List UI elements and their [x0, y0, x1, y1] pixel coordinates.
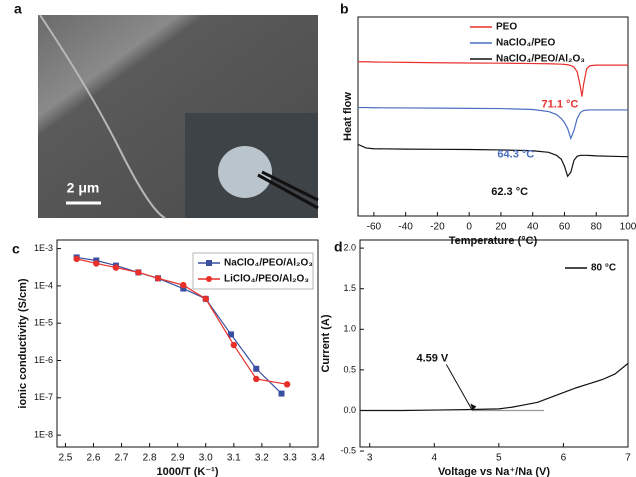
y-axis-title: Current (A) — [320, 314, 332, 372]
annotation-arrow — [445, 364, 473, 411]
series-line — [76, 258, 288, 385]
x-axis-title: Temperature (°C) — [449, 235, 538, 247]
x-tick-label: 3.3 — [283, 453, 297, 464]
x-tick-label: 80 — [591, 222, 603, 233]
legend-marker — [206, 276, 212, 282]
y-tick-label: 1E-6 — [34, 355, 53, 365]
point — [180, 281, 187, 289]
annotation: 62.3 °C — [491, 186, 528, 198]
legend-label: NaClO₄/PEO — [496, 38, 555, 49]
x-tick-label: 60 — [559, 222, 571, 233]
x-tick-label: 2.7 — [115, 453, 129, 464]
arrow-head — [470, 403, 477, 411]
point — [230, 341, 238, 349]
x-tick-label: 2.8 — [143, 453, 157, 464]
series-line — [76, 256, 282, 394]
x-tick-label: 2.9 — [171, 453, 185, 464]
legend-label: PEO — [496, 22, 517, 33]
y-tick-label: -0.5 — [340, 445, 356, 455]
legend-box — [192, 252, 314, 290]
plot-frame — [56, 239, 319, 448]
x-tick-label: -60 — [367, 222, 382, 233]
x-tick-label: 3.4 — [311, 453, 325, 464]
x-tick-label: 3.2 — [255, 453, 269, 464]
point — [180, 285, 187, 292]
tweezers — [257, 170, 319, 210]
x-tick-label: 100 — [620, 222, 636, 233]
y-tick-label: 1E-7 — [34, 392, 53, 402]
panel-label: c — [12, 241, 20, 257]
series-line — [360, 362, 629, 412]
point — [253, 365, 260, 372]
plot-frame — [359, 239, 629, 448]
x-tick-label: 4 — [431, 453, 437, 464]
panel-label: d — [334, 239, 343, 255]
x-tick-label: 0 — [466, 222, 472, 233]
x-tick-label: 3.1 — [227, 453, 241, 464]
x-tick-label: 5 — [496, 453, 502, 464]
y-tick-label: 1E-3 — [34, 243, 53, 253]
point — [228, 331, 234, 338]
y-tick-label: 1E-5 — [34, 318, 53, 328]
annotation: 71.1 °C — [542, 99, 579, 111]
x-tick-label: 2.5 — [58, 453, 72, 464]
x-tick-label: -40 — [398, 222, 413, 233]
y-tick-label: 0.0 — [343, 405, 356, 415]
y-tick-label: 1.5 — [343, 283, 356, 293]
plot-frame — [357, 16, 629, 217]
point — [135, 269, 142, 276]
y-tick-label: 1E-8 — [34, 429, 53, 439]
x-axis-title: Voltage vs Na⁺/Na (V) — [438, 466, 550, 477]
x-tick-label: 2.6 — [87, 453, 101, 464]
legend-label: NaClO₄/PEO/Al₂O₃ — [496, 54, 585, 65]
point — [154, 275, 162, 282]
scale-bar-label: 2 μm — [67, 180, 100, 196]
series-line — [358, 61, 628, 97]
panel-label: b — [340, 1, 349, 17]
point — [253, 375, 260, 383]
point — [93, 260, 100, 267]
y-tick-label: 2.0 — [343, 242, 356, 252]
y-tick-label: 1E-4 — [34, 280, 53, 290]
annotation: 4.59 V — [416, 352, 448, 364]
x-tick-label: 7 — [625, 453, 631, 464]
point — [112, 264, 120, 271]
y-tick-label: 1.0 — [343, 324, 356, 334]
legend-label: NaClO₄/PEO/Al₂O₃ — [224, 258, 313, 269]
y-axis-title: Heat flow — [342, 92, 354, 141]
point — [283, 381, 291, 388]
series-line — [357, 143, 629, 178]
y-tick-label: 0.5 — [343, 364, 356, 374]
annotation: 64.3 °C — [497, 148, 534, 160]
x-tick-label: 3.0 — [199, 453, 213, 464]
panel-label: a — [14, 1, 22, 17]
point — [202, 295, 209, 303]
x-axis-title: 1000/T (K⁻¹) — [156, 466, 218, 477]
point — [73, 255, 80, 263]
x-tick-label: 3 — [367, 453, 373, 464]
legend-marker — [206, 260, 212, 266]
x-tick-label: 20 — [495, 222, 507, 233]
point — [278, 390, 285, 397]
membrane-disk — [218, 146, 272, 198]
legend-label: LiClO₄/PEO/Al₂O₃ — [224, 274, 309, 285]
x-tick-label: 40 — [527, 222, 539, 233]
x-tick-label: -20 — [430, 222, 445, 233]
series-line — [358, 106, 628, 141]
x-tick-label: 6 — [561, 453, 567, 464]
legend-label: 80 °C — [591, 263, 616, 274]
y-axis-title: ionic conductivity (S/cm) — [17, 278, 29, 409]
sem-edge — [39, 14, 166, 219]
